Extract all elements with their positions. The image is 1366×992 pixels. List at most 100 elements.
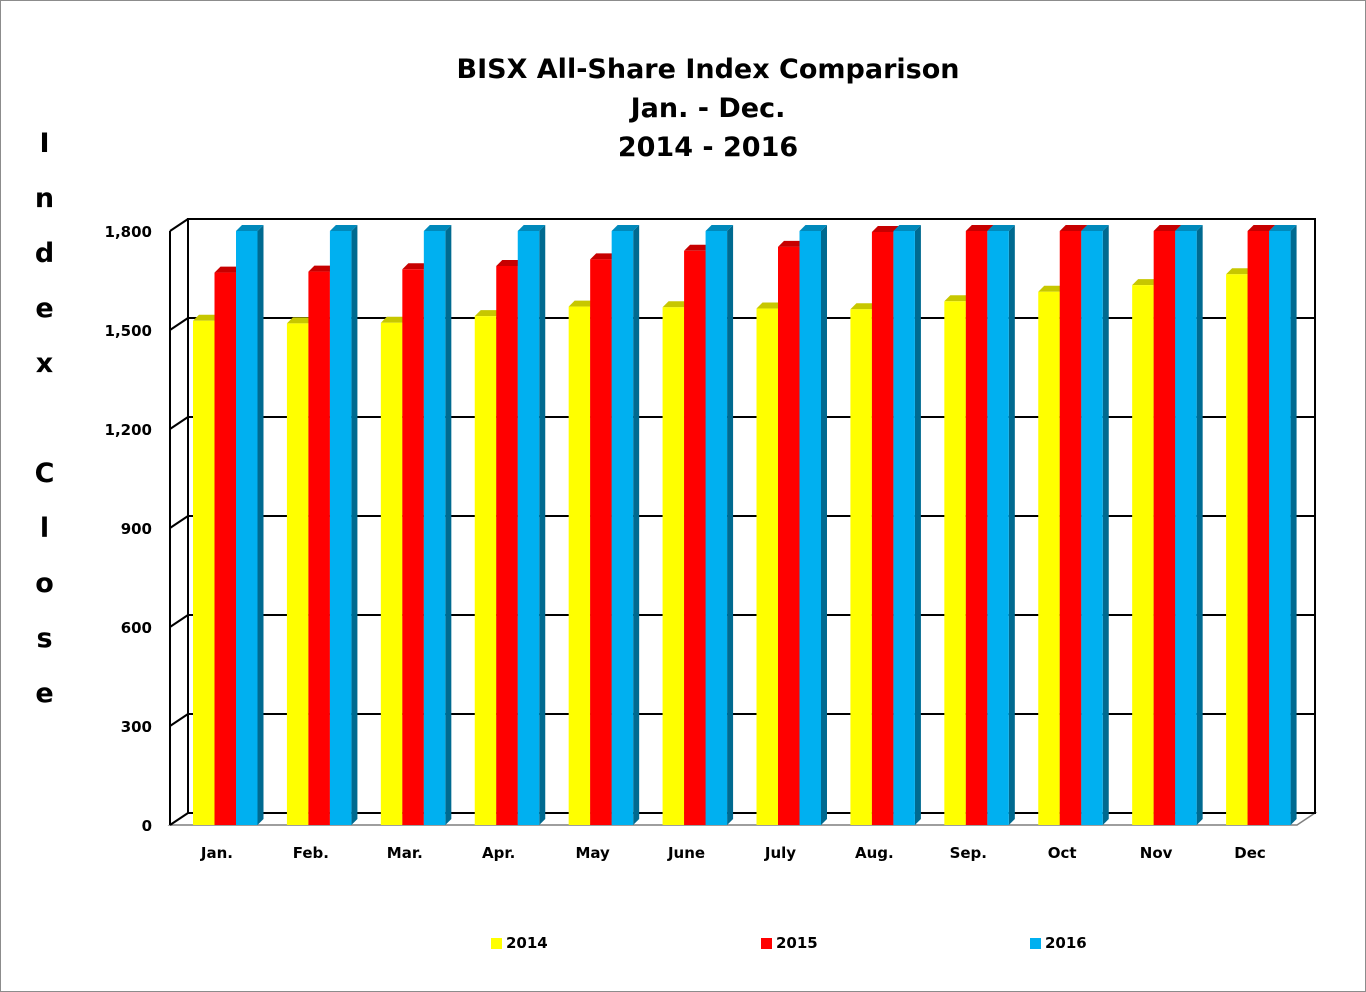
bar-2016-Oct [1081, 231, 1103, 825]
bar-top-2014 [1038, 285, 1066, 292]
bar-2015-Dec [1247, 231, 1270, 825]
bar-top-2016 [1269, 225, 1297, 231]
bar-side-2016 [351, 225, 358, 825]
bar-2014-Nov [1132, 285, 1154, 825]
x-tick-label: Sep. [950, 844, 987, 862]
bar-top-2016 [799, 225, 827, 231]
bar-top-2016 [987, 225, 1015, 231]
y-axis-label: Index Close [29, 128, 60, 733]
bar-2014-Apr. [474, 316, 497, 825]
bar-top-2015 [1059, 225, 1088, 231]
bar-top-2016 [423, 225, 452, 231]
bar-2015-Nov [1153, 231, 1176, 825]
bar-side-2016 [257, 225, 264, 825]
bar-top-2016 [705, 225, 734, 231]
y-tick [169, 515, 189, 529]
bar-2015-Feb. [308, 271, 330, 826]
bar-top-2016 [329, 225, 358, 231]
bar-top-2015 [496, 259, 524, 266]
bar-side-2016 [539, 225, 546, 825]
y-tick-label: 0 [142, 817, 152, 835]
x-tick-label: Jan. [200, 844, 233, 862]
bar-top-2015 [778, 240, 806, 247]
bar-2016-June [705, 231, 728, 825]
bar-top-2016 [1081, 225, 1109, 231]
bar-top-2015 [402, 263, 430, 270]
y-tick [169, 713, 189, 727]
y-tick [169, 614, 189, 628]
bar-top-2014 [850, 303, 878, 310]
bar-top-2014 [380, 316, 409, 323]
bar-2014-Sep. [944, 301, 966, 825]
bar-top-2014 [568, 300, 597, 307]
x-tick-label: Apr. [482, 844, 515, 862]
bar-side-2016 [1196, 225, 1203, 825]
y-tick [169, 317, 189, 331]
bar-2014-Oct [1038, 291, 1060, 826]
bar-top-2015 [1247, 225, 1276, 231]
bar-side-2016 [1290, 225, 1297, 825]
bar-2014-June [662, 307, 685, 826]
chart-title: BISX All-Share Index Comparison Jan. - D… [456, 54, 960, 163]
x-tick-label: Oct [1048, 844, 1077, 862]
bar-2015-May [590, 259, 612, 825]
bar-2014-Jan. [193, 320, 215, 825]
bar-top-2015 [214, 266, 242, 273]
y-tick-label: 600 [121, 619, 152, 637]
y-tick [169, 218, 189, 232]
bar-top-2015 [684, 244, 712, 251]
bar-top-2014 [474, 310, 503, 317]
bar-2014-Feb. [286, 323, 309, 825]
x-tick-label: Dec [1234, 844, 1266, 862]
bar-2016-Feb. [329, 231, 352, 825]
x-tick-label: Feb. [293, 844, 329, 862]
bar-2014-Mar. [380, 322, 403, 825]
bar-2015-Apr. [496, 265, 518, 826]
y-tick [169, 416, 189, 430]
y-tick-label: 1,800 [105, 223, 152, 241]
bar-2014-Dec [1226, 274, 1248, 826]
bar-top-2014 [662, 301, 691, 308]
bar-2016-Aug. [893, 231, 915, 825]
bar-top-2016 [611, 225, 640, 231]
bar-2016-Sep. [987, 231, 1009, 825]
bar-top-2016 [1175, 225, 1203, 231]
x-tick-label: June [667, 844, 705, 862]
legend-item-2015: 2015 [761, 934, 818, 952]
legend-swatch [761, 937, 772, 949]
bar-top-2016 [236, 225, 264, 231]
bar-2015-Oct [1059, 231, 1082, 825]
bar-top-2015 [590, 253, 618, 260]
bar-side-2016 [633, 225, 640, 825]
bar-2016-Dec [1269, 231, 1291, 825]
x-tick-label: July [764, 844, 796, 862]
bar-top-2015 [308, 265, 336, 272]
y-tick-label: 1,500 [105, 322, 152, 340]
legend-swatch [1030, 937, 1041, 949]
x-tick-label: Mar. [387, 844, 423, 862]
bar-2015-Aug. [871, 231, 894, 826]
bar-top-2015 [965, 225, 994, 231]
bar-2015-Jan. [214, 272, 236, 826]
legend-swatch [491, 937, 502, 949]
x-tick-label: Aug. [855, 844, 894, 862]
bar-side-2016 [914, 225, 921, 825]
legend-label: 2015 [776, 934, 818, 952]
bar-top-2016 [517, 225, 546, 231]
bar-2014-Aug. [850, 309, 872, 826]
y-tick-label: 300 [121, 718, 152, 736]
bar-top-2014 [944, 295, 972, 302]
legend-item-2014: 2014 [491, 934, 548, 952]
bar-top-2015 [1153, 225, 1182, 231]
bar-2016-May [611, 231, 634, 825]
y-tick-label: 900 [121, 520, 152, 538]
bar-top-2014 [193, 314, 221, 321]
legend-label: 2016 [1045, 934, 1087, 952]
bar-2016-Apr. [517, 231, 540, 825]
legend-label: 2014 [506, 934, 548, 952]
bar-2015-Sep. [965, 231, 988, 825]
x-tick-label: Nov [1140, 844, 1173, 862]
bar-side-2016 [727, 225, 734, 825]
bar-side-2016 [821, 225, 827, 825]
bar-2016-Nov [1175, 231, 1197, 825]
